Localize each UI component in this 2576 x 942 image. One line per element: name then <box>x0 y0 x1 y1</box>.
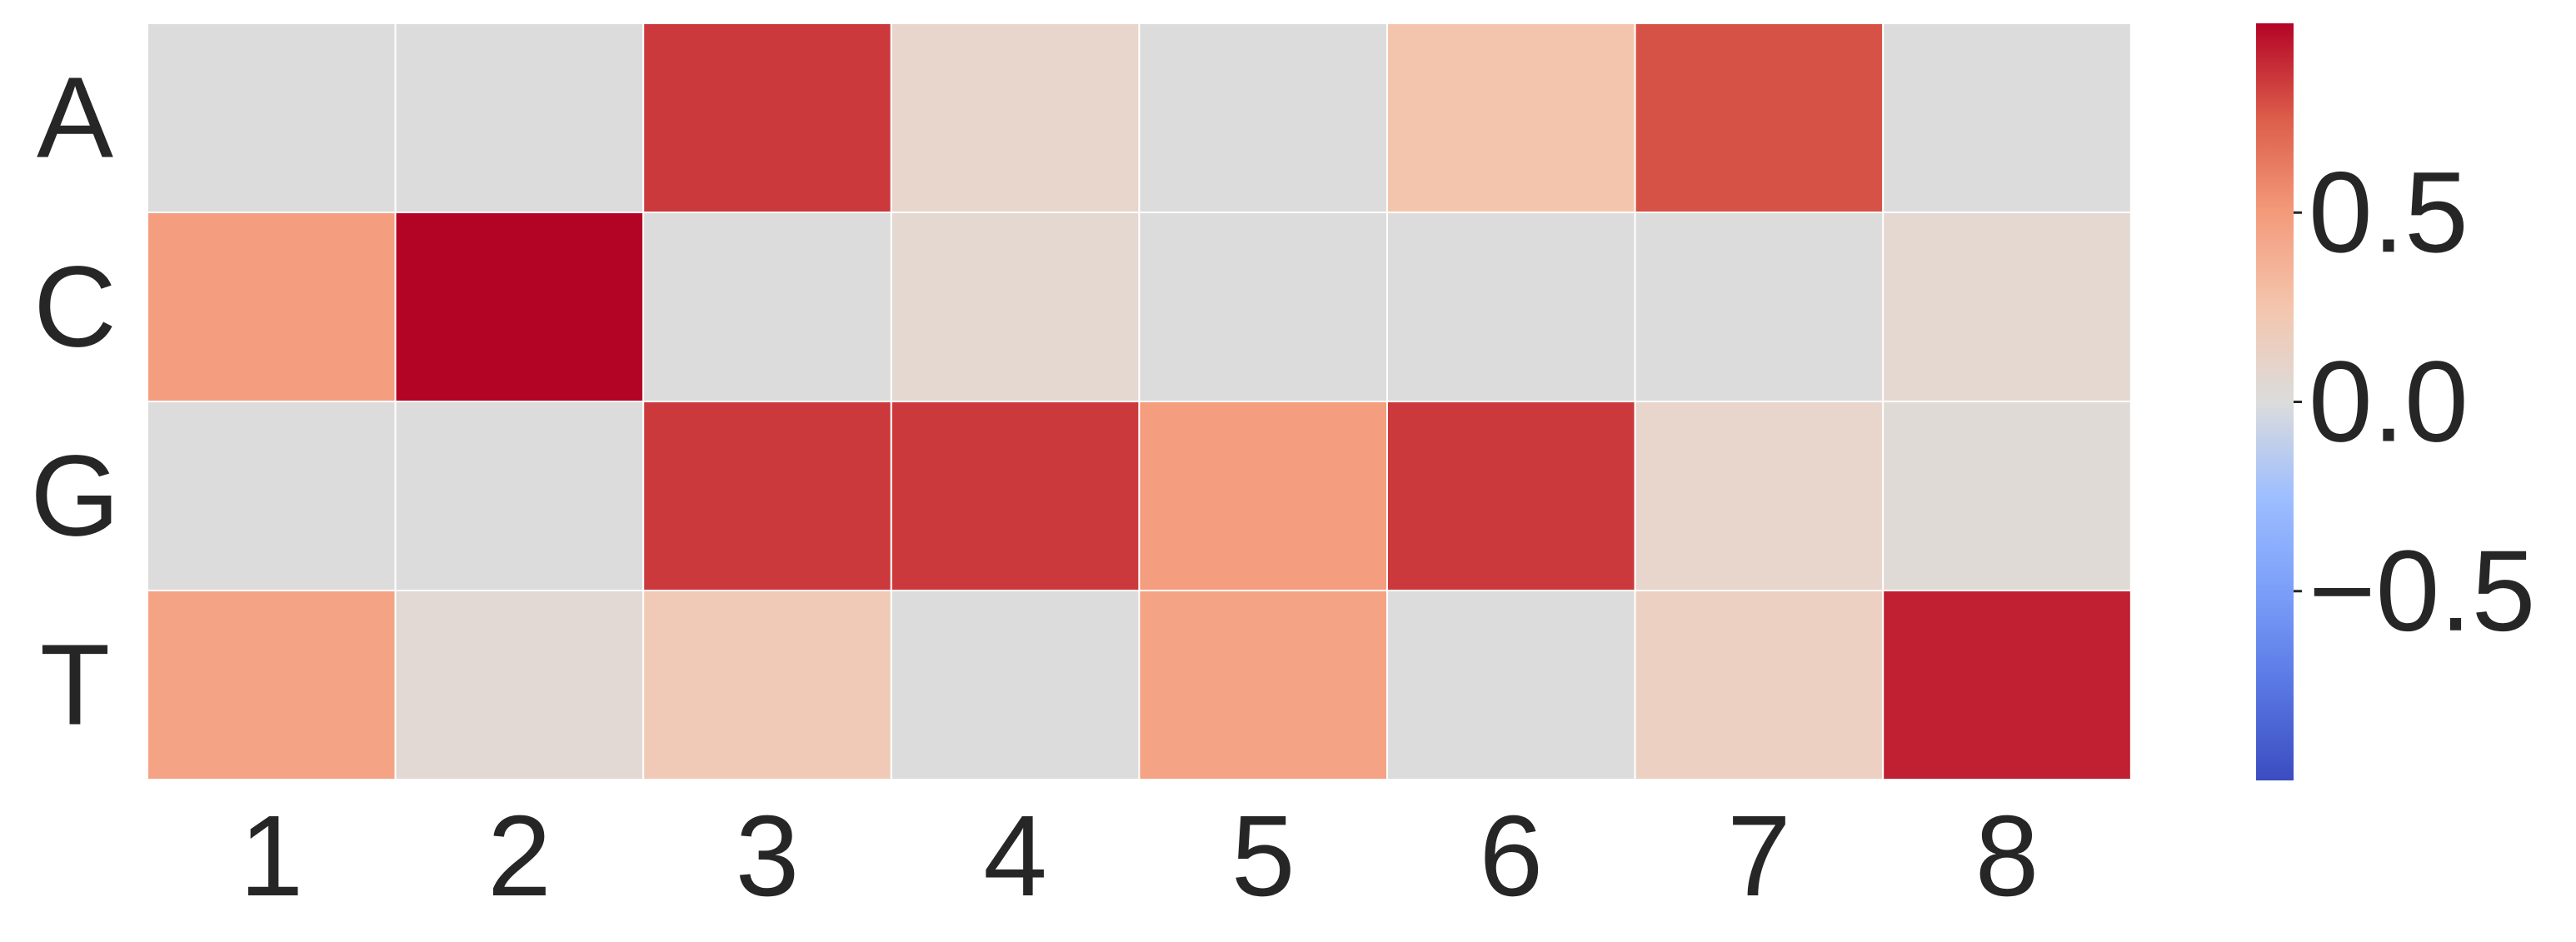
heatmap-cell-T-8 <box>1882 590 2132 780</box>
heatmap-cell-C-3 <box>642 212 892 402</box>
colorbar-tick-label: 0.5 <box>2309 148 2469 277</box>
heatmap-cell-G-2 <box>394 401 645 591</box>
heatmap-cell-T-7 <box>1634 590 1885 780</box>
heatmap-cell-A-1 <box>147 22 397 213</box>
heatmap-cell-G-6 <box>1386 401 1636 591</box>
heatmap-cell-A-8 <box>1882 22 2132 213</box>
y-tick-label: C <box>33 243 117 371</box>
heatmap-cell-A-7 <box>1634 22 1885 213</box>
heatmap-cell-C-8 <box>1882 212 2132 402</box>
x-tick-label: 4 <box>983 792 1047 920</box>
heatmap-cell-T-2 <box>394 590 645 780</box>
heatmap-cell-T-3 <box>642 590 892 780</box>
x-axis-tick-labels: 1 2 3 4 5 6 7 8 <box>239 792 2039 920</box>
colorbar <box>2256 23 2294 780</box>
x-tick-label: 5 <box>1231 792 1295 920</box>
heatmap-cell-A-5 <box>1138 22 1389 213</box>
colorbar-tick-labels: 0.5 0.0 −0.5 <box>2294 148 2535 655</box>
heatmap-cell-G-1 <box>147 401 397 591</box>
colorbar-tick-label: 0.0 <box>2309 338 2469 466</box>
heatmap-cell-C-2 <box>394 212 645 402</box>
heatmap-cell-A-6 <box>1386 22 1636 213</box>
heatmap-cell-T-1 <box>147 590 397 780</box>
heatmap-cell-C-1 <box>147 212 397 402</box>
heatmap-cell-A-3 <box>642 22 892 213</box>
x-tick-label: 1 <box>239 792 303 920</box>
heatmap-cell-T-4 <box>890 590 1141 780</box>
heatmap-cell-G-8 <box>1882 401 2132 591</box>
heatmap-cell-T-5 <box>1138 590 1389 780</box>
y-tick-label: A <box>37 54 113 182</box>
x-tick-label: 7 <box>1727 792 1791 920</box>
heatmap-cells <box>147 22 2132 780</box>
y-tick-label: G <box>30 432 119 561</box>
heatmap-cell-G-3 <box>642 401 892 591</box>
heatmap-cell-A-2 <box>394 22 645 213</box>
heatmap-cell-A-4 <box>890 22 1141 213</box>
x-tick-label: 6 <box>1479 792 1543 920</box>
heatmap-cell-T-6 <box>1386 590 1636 780</box>
colorbar-tick-label: −0.5 <box>2309 527 2535 655</box>
y-tick-label: T <box>40 621 110 750</box>
heatmap-cell-G-5 <box>1138 401 1389 591</box>
x-tick-label: 3 <box>736 792 800 920</box>
heatmap-cell-C-6 <box>1386 212 1636 402</box>
heatmap-cell-G-4 <box>890 401 1141 591</box>
heatmap-cell-G-7 <box>1634 401 1885 591</box>
x-tick-label: 2 <box>487 792 552 920</box>
heatmap-cell-C-4 <box>890 212 1141 402</box>
heatmap-cell-C-7 <box>1634 212 1885 402</box>
heatmap-cell-C-5 <box>1138 212 1389 402</box>
x-tick-label: 8 <box>1975 792 2039 920</box>
